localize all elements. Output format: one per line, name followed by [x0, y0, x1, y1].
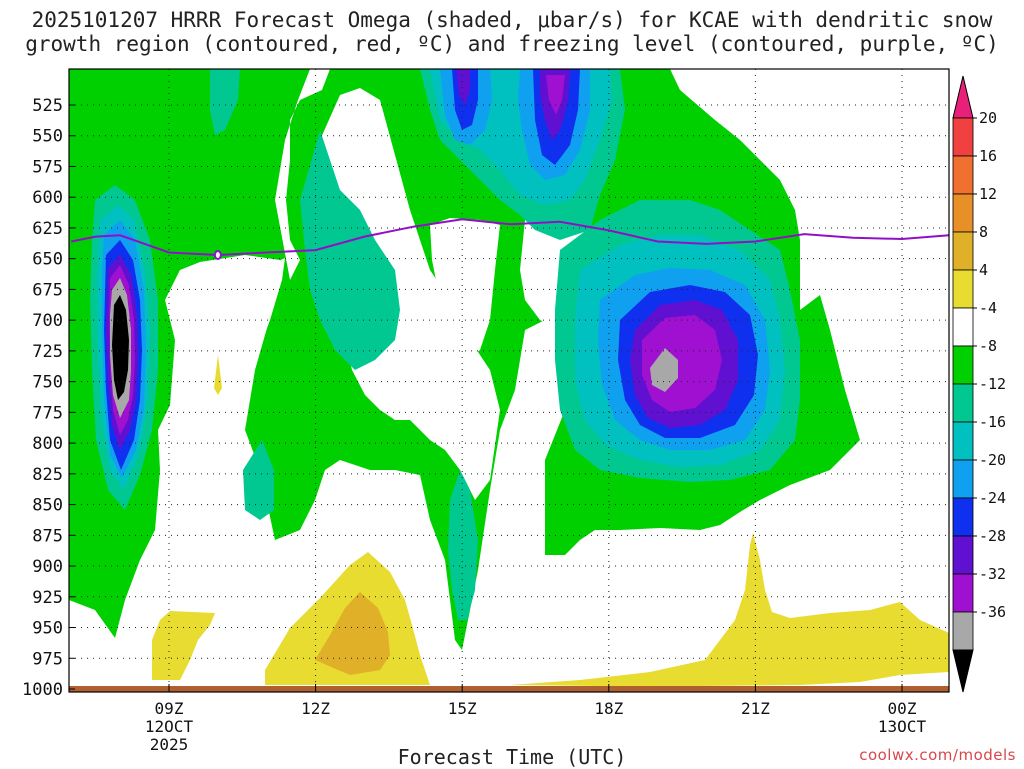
colorbar-box-9 — [952, 459, 974, 499]
colorbar-label--20: -20 — [979, 451, 1006, 469]
colorbar-label--16: -16 — [979, 413, 1006, 431]
freezing-level-line — [71, 218, 950, 257]
colorbar-box-13 — [952, 611, 974, 651]
y-tick-label-750: 750 — [32, 373, 63, 393]
x-tick-label-00Z: 00Z — [888, 699, 917, 718]
y-tick-label-625: 625 — [32, 219, 63, 239]
omega-white-hole-2 — [275, 69, 330, 280]
colorbar-box-1 — [952, 155, 974, 195]
y-tick-label-1000: 1000 — [22, 680, 63, 700]
colorbar-box-2 — [952, 193, 974, 233]
y-tick-label-825: 825 — [32, 465, 63, 485]
title-line-1: 2025101207 HRRR Forecast Omega (shaded, … — [31, 8, 993, 32]
colorbar-box-0 — [952, 117, 974, 157]
y-axis-ticks: 525 550 575 600 625 650 675 700 725 750 775 800 825 8… — [22, 96, 75, 700]
colorbar-label--28: -28 — [979, 527, 1006, 545]
y-tick-label-550: 550 — [32, 127, 63, 147]
y-tick-label-850: 850 — [32, 496, 63, 516]
colorbar-box-10 — [952, 497, 974, 537]
omega-shading — [69, 69, 949, 692]
freezing-level-label-marker — [213, 249, 222, 260]
colorbar-label--32: -32 — [979, 565, 1006, 583]
y-tick-label-650: 650 — [32, 250, 63, 270]
x-tick-label-21Z: 21Z — [741, 699, 770, 718]
x-tick-date-09Z: 12OCT — [145, 717, 194, 736]
omega-purple-upper-15z — [456, 69, 470, 105]
omega-white-hole-3 — [318, 88, 500, 500]
omega-yellow-10z — [214, 355, 222, 395]
y-tick-label-725: 725 — [32, 342, 63, 362]
omega-seagreen-top-10z — [210, 69, 240, 135]
omega-orange-13z — [315, 592, 390, 675]
title-line-2: growth region (contoured, red, ºC) and f… — [25, 32, 999, 56]
colorbar-box-8 — [952, 421, 974, 461]
y-tick-label-600: 600 — [32, 188, 63, 208]
surface-band — [69, 686, 949, 692]
colorbar-label-12: 12 — [979, 185, 997, 203]
plot-frame — [68, 68, 950, 693]
y-tick-label-875: 875 — [32, 526, 63, 546]
colorbar-label--36: -36 — [979, 603, 1006, 621]
y-tick-label-900: 900 — [32, 557, 63, 577]
omega-seagreen-mid — [300, 130, 400, 370]
colorbar-label-20: 20 — [979, 109, 997, 127]
y-tick-label-975: 975 — [32, 649, 63, 669]
source-credit[interactable]: coolwx.com/models — [859, 746, 1016, 764]
colorbar-label-16: 16 — [979, 147, 997, 165]
colorbar-label--24: -24 — [979, 489, 1006, 507]
colorbar-box-11 — [952, 535, 974, 575]
omega-gray-right — [650, 348, 678, 392]
x-tick-date-00Z: 13OCT — [878, 717, 927, 736]
omega-seagreen-lower-15z — [448, 470, 478, 620]
colorbar-box-7 — [952, 383, 974, 423]
colorbar-label--8: -8 — [979, 337, 997, 355]
freezing-level-contour — [71, 218, 950, 260]
colorbar-top-arrow — [952, 75, 974, 119]
omega-white-hole-1 — [175, 258, 285, 520]
colorbar-box-5 — [952, 307, 974, 347]
colorbar-box-4 — [952, 269, 974, 309]
colorbar-label--12: -12 — [979, 375, 1006, 393]
colorbar-label-4: 4 — [979, 261, 988, 279]
colorbar-bottom-arrow — [952, 649, 974, 693]
omega-yellow-21z — [510, 533, 949, 686]
colorbar-box-12 — [952, 573, 974, 613]
colorbar-label-8: 8 — [979, 223, 988, 241]
y-tick-label-800: 800 — [32, 434, 63, 454]
x-axis-label: Forecast Time (UTC) — [397, 745, 627, 769]
x-tick-label-12Z: 12Z — [301, 699, 330, 718]
omega-yellow-9z — [152, 611, 215, 680]
y-tick-label-950: 950 — [32, 619, 63, 639]
colorbar-box-3 — [952, 231, 974, 271]
colorbar: 20 16 12 8 4 -4 -8 -12 -16 -20 -24 -28 -32 -36 — [952, 75, 1006, 693]
colorbar-box-6 — [952, 345, 974, 385]
y-tick-label-575: 575 — [32, 157, 63, 177]
colorbar-label--4: -4 — [979, 299, 997, 317]
x-tick-label-09Z: 09Z — [155, 699, 184, 718]
omega-seagreen-lower-11z — [243, 440, 274, 520]
y-tick-label-775: 775 — [32, 403, 63, 423]
omega-black-west — [112, 295, 129, 400]
omega-white-hole-7 — [848, 440, 949, 509]
y-tick-label-525: 525 — [32, 96, 63, 116]
chart-title: 2025101207 HRRR Forecast Omega (shaded, … — [0, 8, 1024, 56]
x-tick-label-15Z: 15Z — [448, 699, 477, 718]
x-tick-label-18Z: 18Z — [594, 699, 623, 718]
y-tick-label-700: 700 — [32, 311, 63, 331]
y-tick-label-675: 675 — [32, 280, 63, 300]
y-tick-label-925: 925 — [32, 588, 63, 608]
x-tick-year-09Z: 2025 — [150, 735, 189, 754]
omega-magenta-upper — [546, 75, 565, 115]
